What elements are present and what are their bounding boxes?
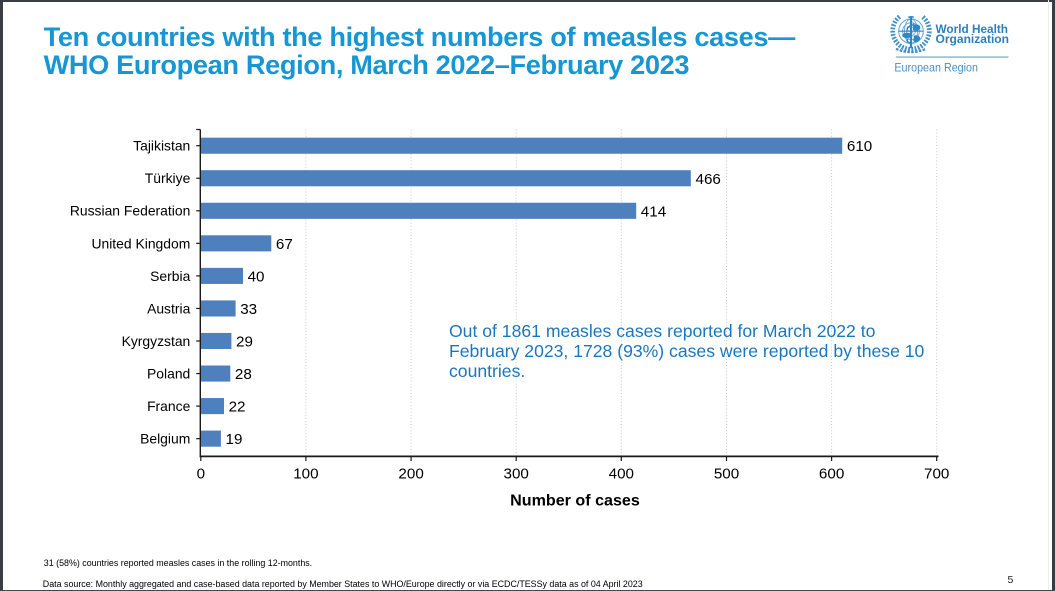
svg-text:500: 500 bbox=[714, 465, 739, 482]
svg-text:European Region: European Region bbox=[894, 61, 978, 75]
svg-text:22: 22 bbox=[229, 399, 246, 416]
svg-text:France: France bbox=[147, 398, 191, 414]
svg-text:Kyrgyzstan: Kyrgyzstan bbox=[122, 333, 191, 349]
svg-text:67: 67 bbox=[276, 236, 293, 253]
svg-text:World Health: World Health bbox=[936, 22, 1009, 36]
svg-text:200: 200 bbox=[398, 465, 423, 482]
svg-text:40: 40 bbox=[248, 268, 265, 285]
svg-text:610: 610 bbox=[847, 138, 872, 155]
svg-text:Number of cases: Number of cases bbox=[510, 491, 640, 509]
svg-text:Tajikistan: Tajikistan bbox=[133, 138, 190, 154]
svg-text:28: 28 bbox=[235, 366, 252, 383]
svg-text:466: 466 bbox=[696, 171, 721, 188]
svg-text:Poland: Poland bbox=[147, 365, 190, 381]
svg-text:29: 29 bbox=[236, 334, 253, 351]
svg-text:Belgium: Belgium bbox=[140, 431, 190, 447]
svg-text:600: 600 bbox=[819, 465, 844, 482]
svg-text:33: 33 bbox=[240, 301, 257, 318]
svg-text:300: 300 bbox=[504, 465, 529, 482]
svg-text:0: 0 bbox=[197, 465, 205, 482]
svg-text:United Kingdom: United Kingdom bbox=[91, 235, 190, 251]
svg-text:Russian Federation: Russian Federation bbox=[70, 203, 190, 219]
svg-text:Austria: Austria bbox=[147, 300, 191, 316]
svg-text:Türkiye: Türkiye bbox=[145, 170, 191, 186]
svg-text:100: 100 bbox=[293, 465, 318, 482]
svg-text:400: 400 bbox=[609, 465, 634, 482]
svg-text:Organization: Organization bbox=[936, 32, 1010, 46]
svg-text:414: 414 bbox=[641, 203, 666, 220]
svg-text:Serbia: Serbia bbox=[150, 268, 190, 284]
svg-text:19: 19 bbox=[226, 431, 243, 448]
svg-text:700: 700 bbox=[924, 465, 949, 482]
